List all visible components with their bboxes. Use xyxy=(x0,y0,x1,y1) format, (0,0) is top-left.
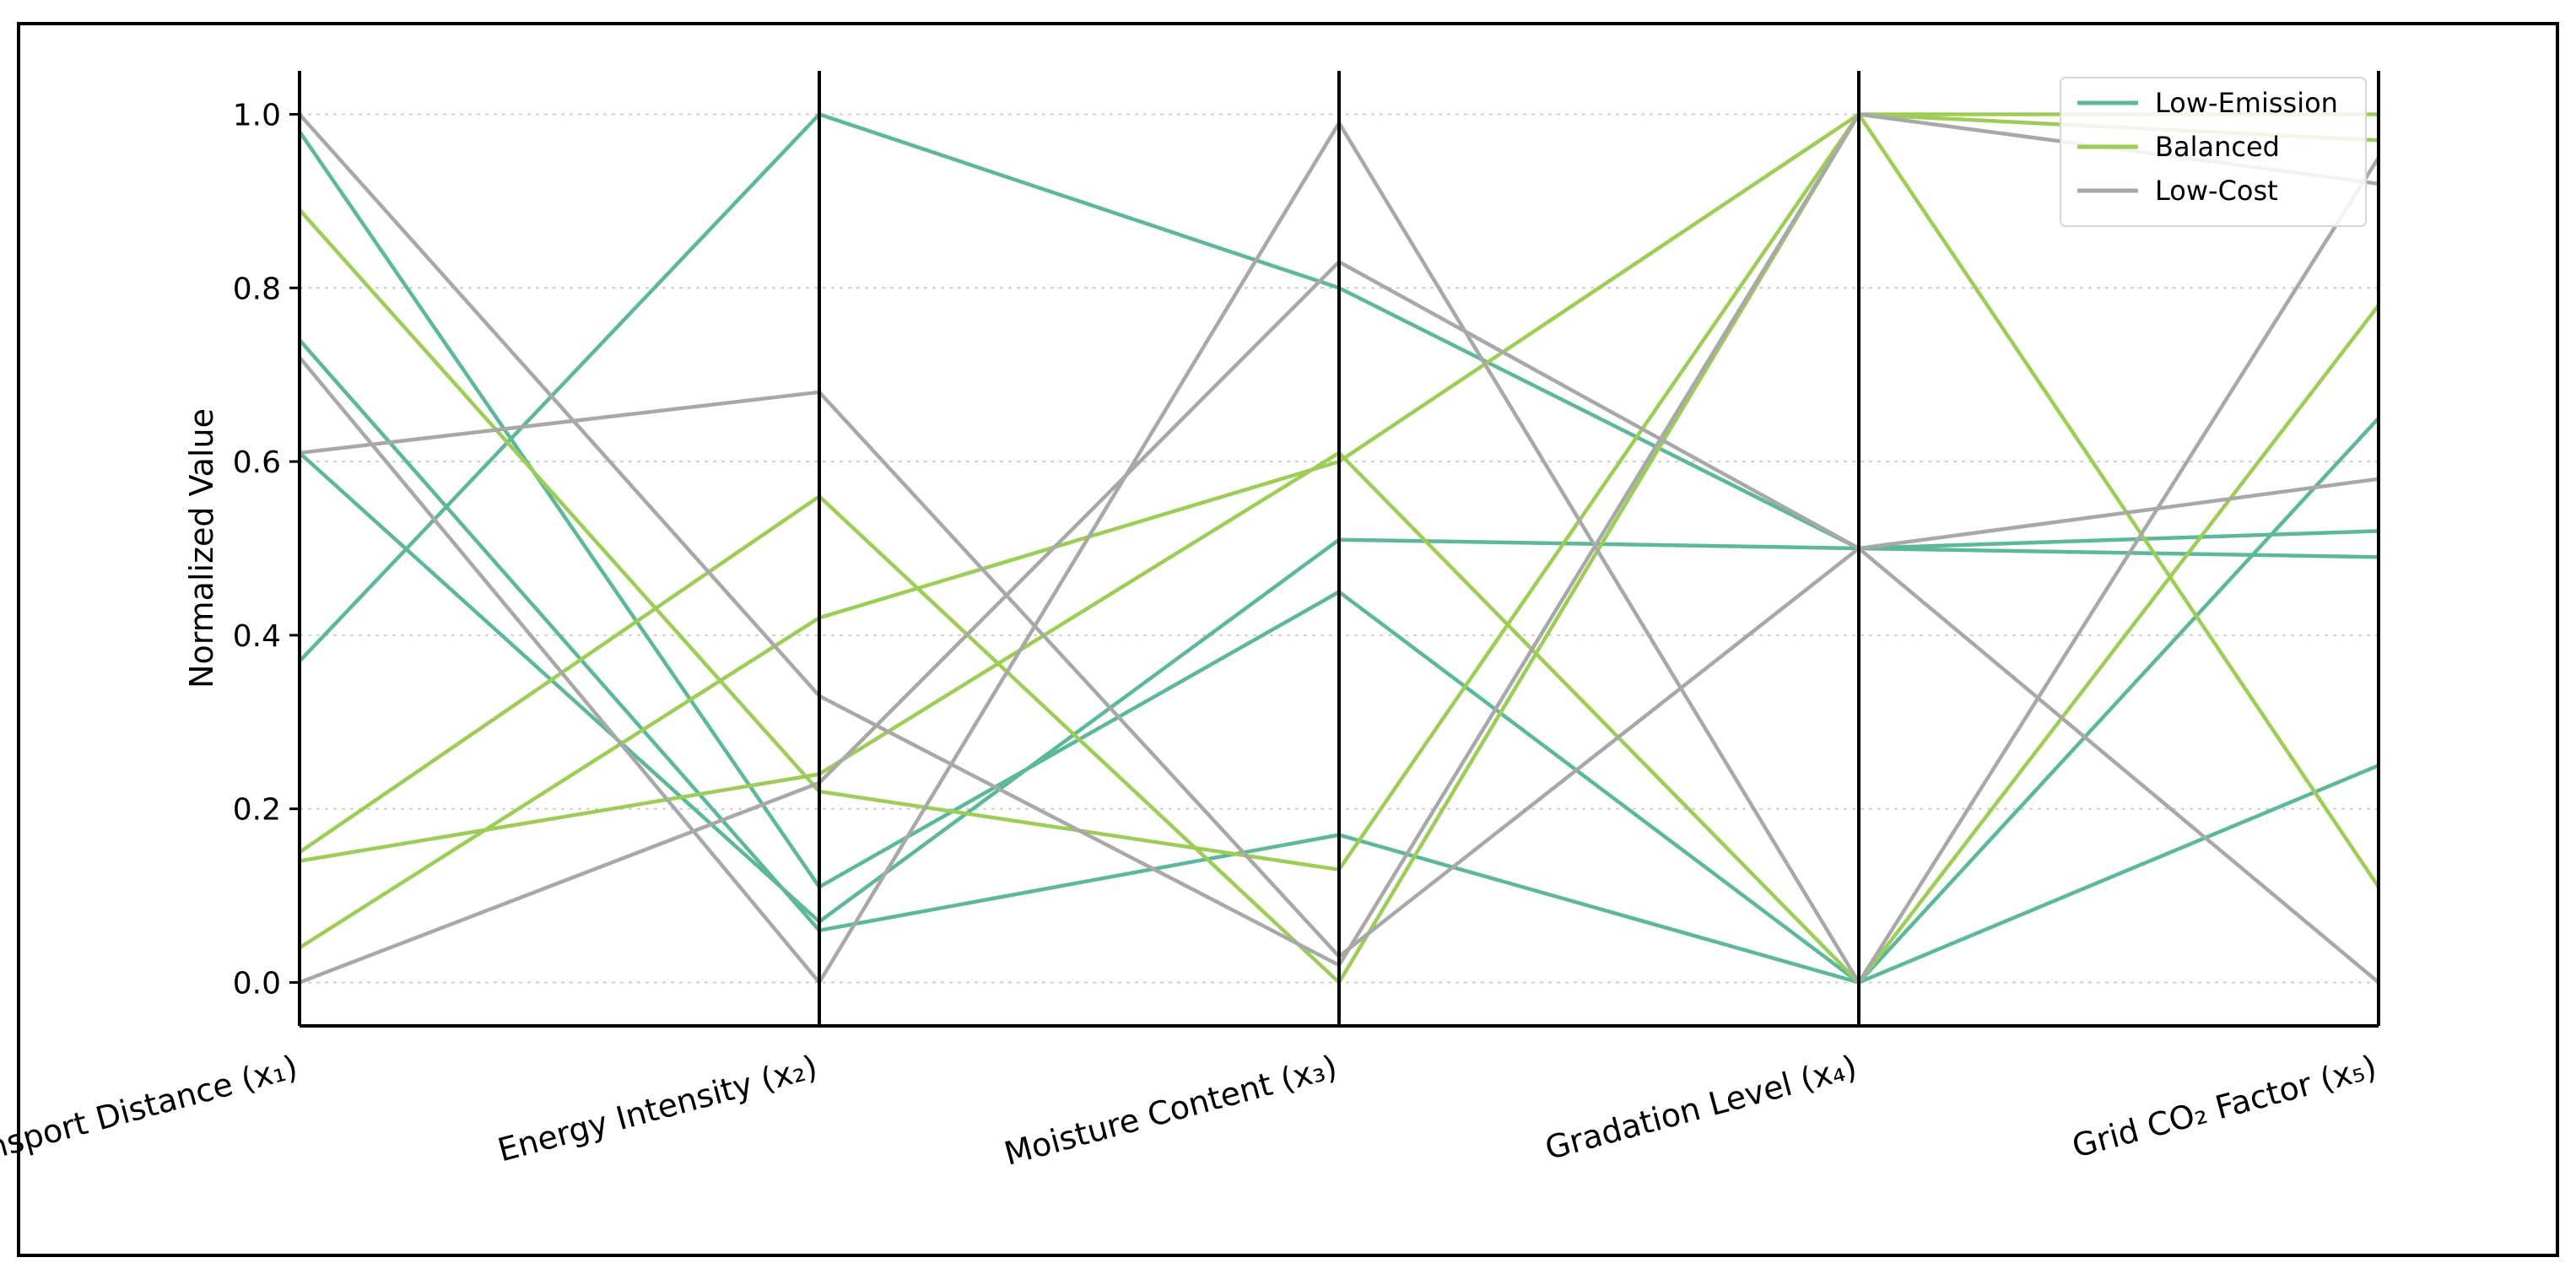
chart-frame xyxy=(17,22,2559,1257)
y-axis-label: Normalized Value xyxy=(183,408,220,688)
y-tick-labels: 0.0 0.2 0.4 0.6 0.8 1.0 xyxy=(233,98,300,1001)
y-tick-label: 0.4 xyxy=(233,619,281,654)
dimension-label: Transport Distance (x₁) xyxy=(0,1048,301,1179)
y-tick-label: 1.0 xyxy=(233,98,281,132)
dimension-labels: Transport Distance (x₁) Energy Intensity … xyxy=(0,1048,2380,1179)
dimension-label: Energy Intensity (x₂) xyxy=(494,1048,821,1168)
y-tick-label: 0.8 xyxy=(233,272,281,306)
legend: Low-Emission Balanced Low-Cost xyxy=(2060,77,2367,227)
y-tick-label: 0.0 xyxy=(233,967,281,1001)
legend-label: Low-Cost xyxy=(2155,175,2278,207)
dimension-label: Gradation Level (x₄) xyxy=(1542,1048,1861,1167)
dimension-label: Moisture Content (x₃) xyxy=(1001,1048,1342,1173)
dimension-label: Grid CO₂ Factor (x₅) xyxy=(2068,1048,2380,1165)
y-tick-label: 0.6 xyxy=(233,445,281,480)
dimension-axes xyxy=(298,71,2380,1028)
legend-label: Balanced xyxy=(2155,131,2280,163)
legend-label: Low-Emission xyxy=(2155,87,2338,119)
y-tick-label: 0.2 xyxy=(233,793,281,828)
